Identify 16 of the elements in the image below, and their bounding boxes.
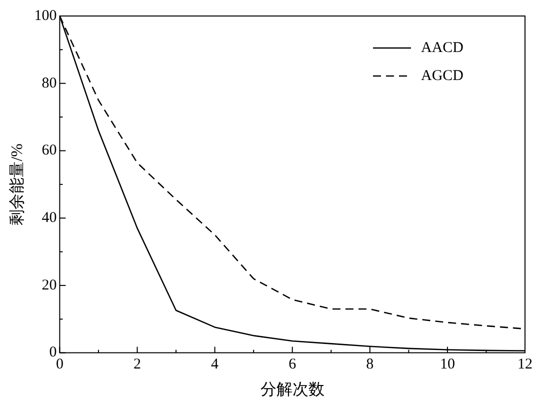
x-tick-label: 4 <box>211 356 220 373</box>
x-tick-label: 2 <box>134 356 141 373</box>
legend-label: AGCD <box>421 68 464 84</box>
y-tick-label: 0 <box>49 344 57 361</box>
legend-label: AACD <box>421 40 464 56</box>
y-tick-label: 80 <box>42 75 57 92</box>
x-tick-label: 12 <box>518 356 532 373</box>
x-axis-title: 分解次数 <box>260 382 324 399</box>
y-axis-title: 剩余能量/% <box>8 144 26 226</box>
x-tick-label: 6 <box>288 356 297 373</box>
y-tick-label: 20 <box>42 277 57 294</box>
y-tick-label: 100 <box>34 8 57 24</box>
x-tick-label: 8 <box>366 356 374 373</box>
y-tick-label: 60 <box>42 142 57 159</box>
y-tick-label: 40 <box>42 210 57 226</box>
x-tick-label: 10 <box>440 356 455 373</box>
